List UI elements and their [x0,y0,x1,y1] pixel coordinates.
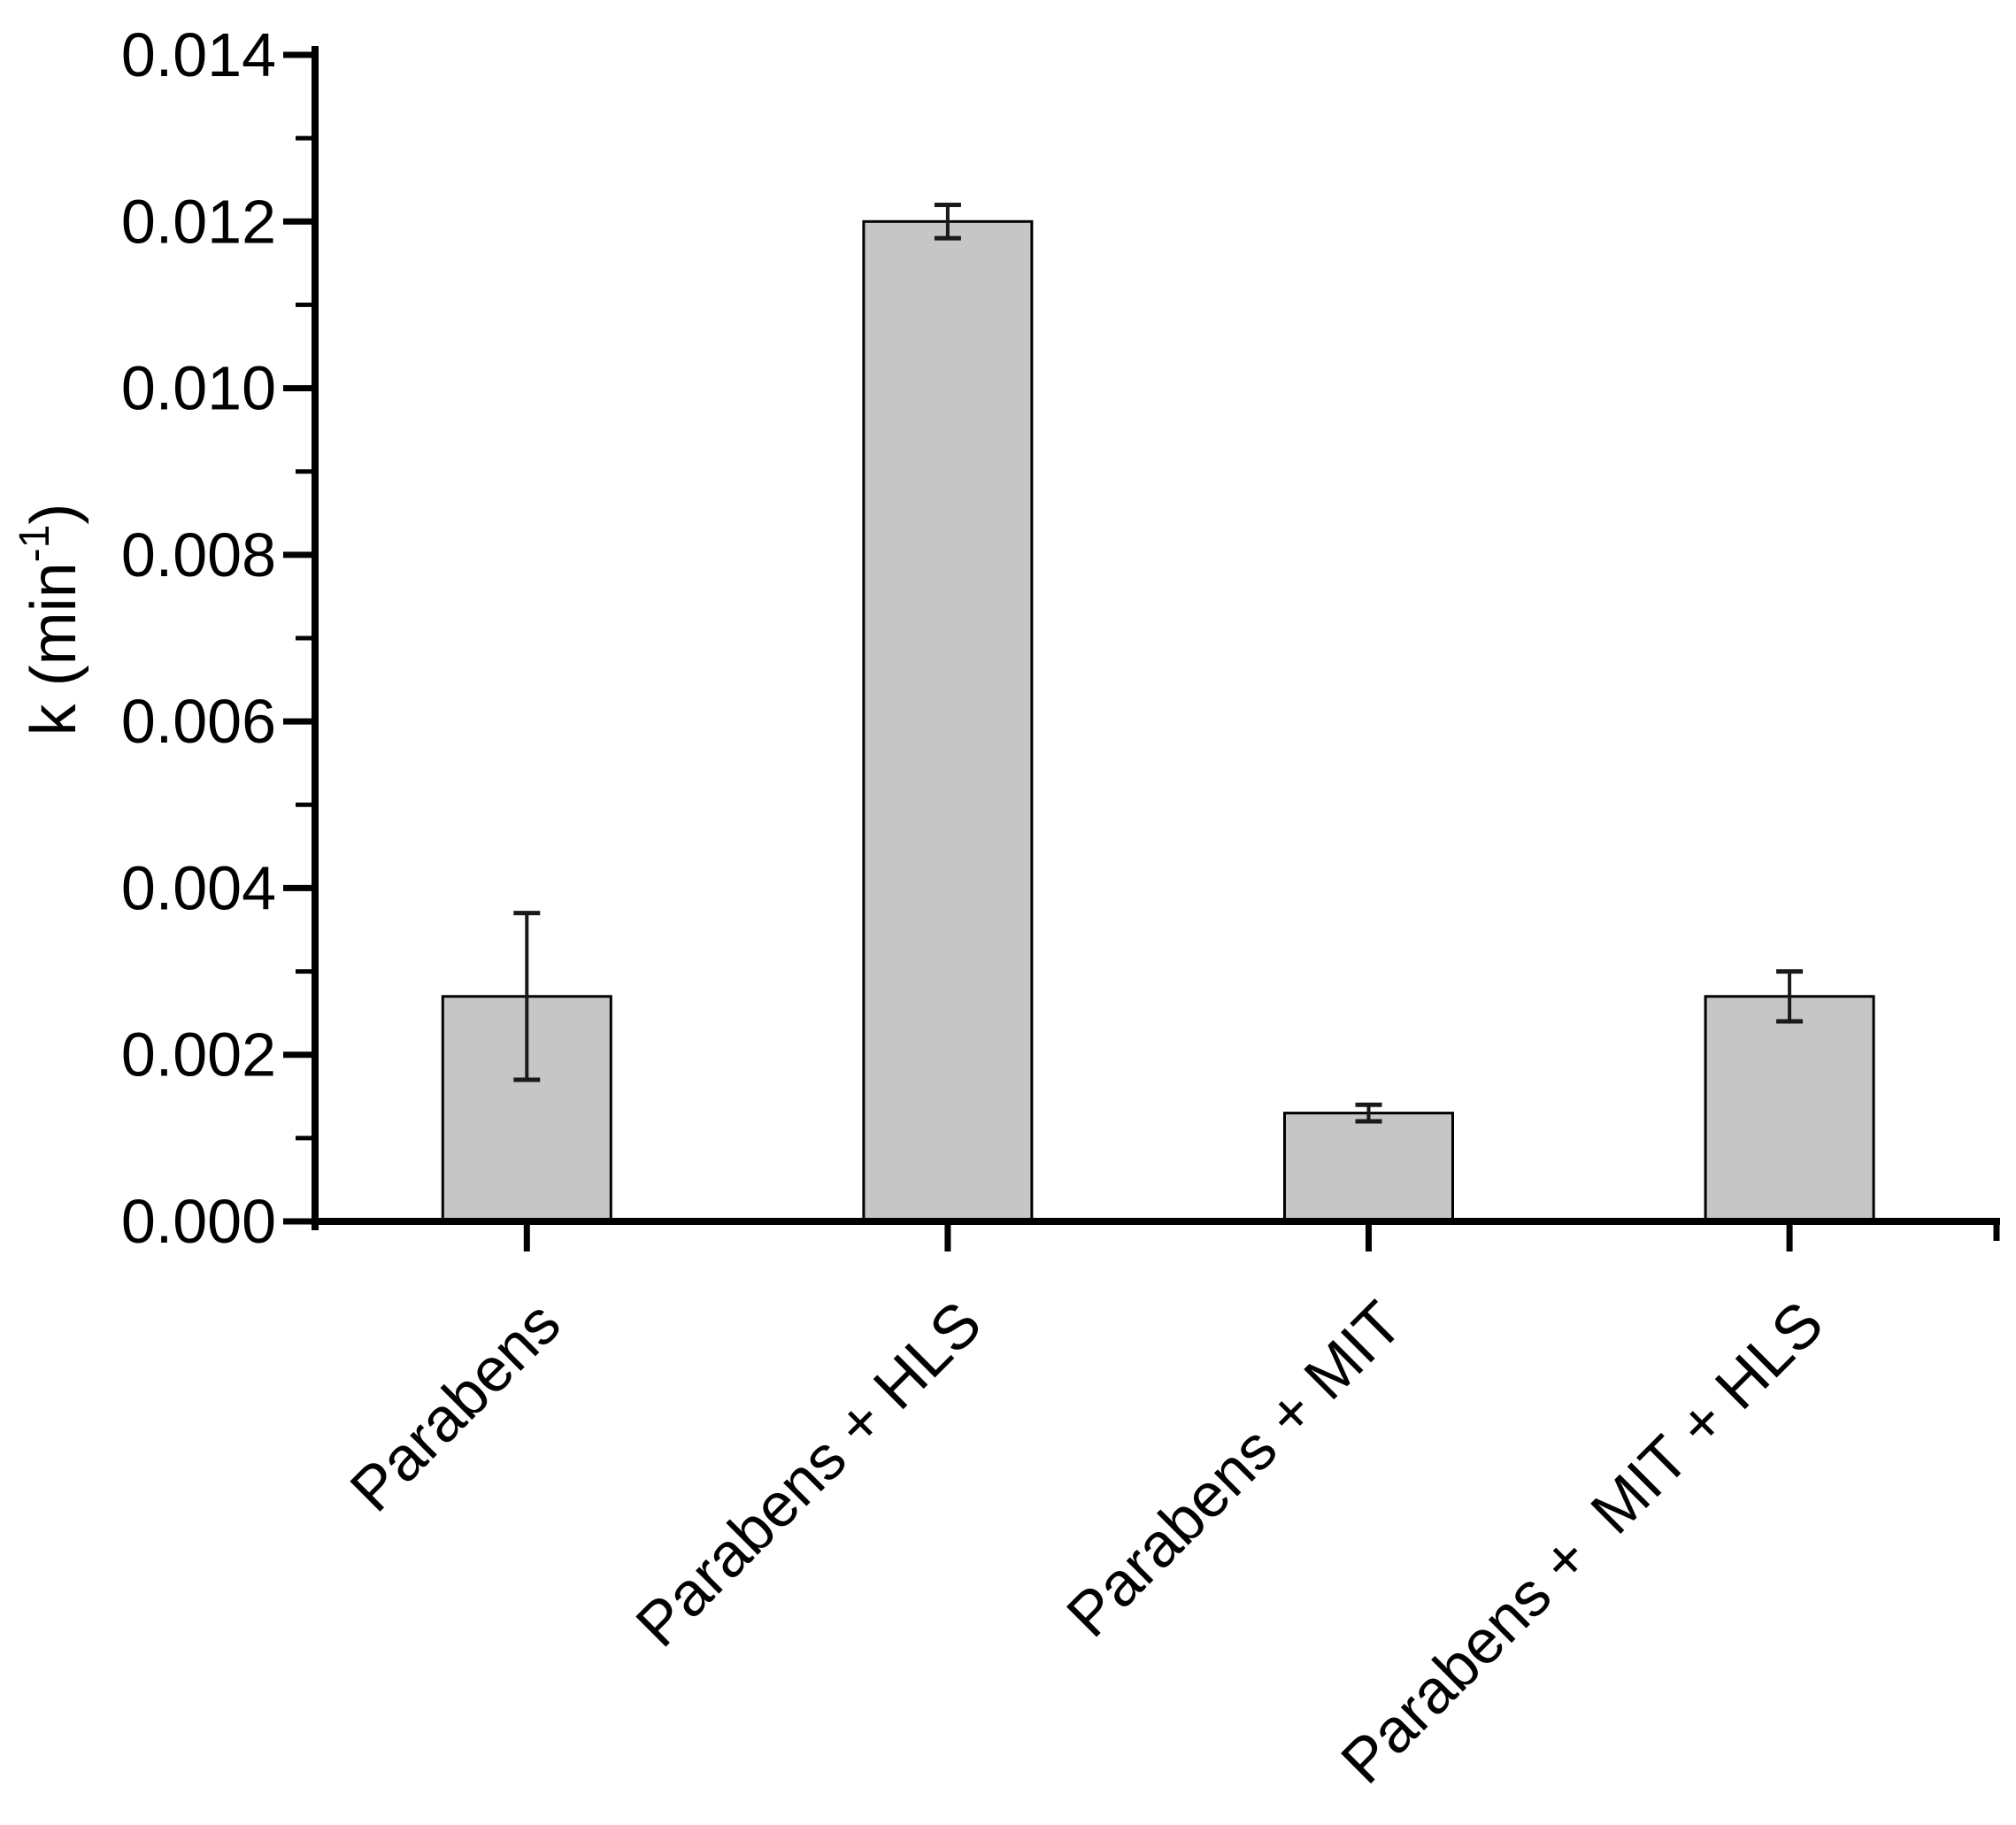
y-axis-title: k (min-1) [12,504,89,736]
y-tick-label: 0.000 [121,1187,276,1256]
bar [1704,995,1875,1223]
x-tick-label: Parabens + HLS [623,1288,995,1659]
y-tick-label: 0.008 [121,520,276,589]
bar [1283,1112,1454,1223]
x-tick-label: Parabens [337,1288,573,1524]
y-tick-label: 0.014 [121,20,276,89]
y-tick-label: 0.002 [121,1020,276,1090]
y-tick-label: 0.006 [121,687,276,756]
bar [862,219,1034,1223]
y-tick-label: 0.004 [121,853,276,922]
x-tick-label: Parabens + MIT + HLS [1327,1288,1835,1796]
y-tick-label: 0.010 [121,354,276,423]
y-tick-label: 0.012 [121,187,276,256]
x-tick-label: Parabens + MIT [1053,1288,1415,1650]
